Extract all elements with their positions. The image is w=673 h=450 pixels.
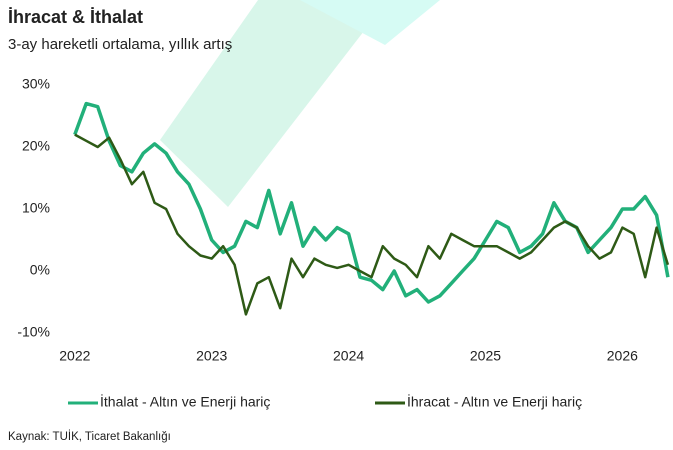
legend-label: İhracat - Altın ve Enerji hariç xyxy=(407,393,582,410)
x-tick-label: 2024 xyxy=(333,348,364,364)
x-tick-label: 2023 xyxy=(196,348,227,364)
y-tick-label: 20% xyxy=(22,138,50,154)
source: Kaynak: TUİK, Ticaret Bakanlığı xyxy=(8,430,171,443)
decor xyxy=(160,0,388,207)
y-tick-label: -10% xyxy=(17,324,50,340)
y-tick-label: 0% xyxy=(30,262,50,278)
x-tick-label: 2025 xyxy=(470,348,501,364)
x-tick-label: 2026 xyxy=(607,348,638,364)
page: İhracat & İthalat 3-ay hareketli ortalam… xyxy=(0,0,673,450)
chart-title: İhracat & İthalat xyxy=(8,7,143,27)
series-line xyxy=(75,104,668,302)
chart-subtitle: 3-ay hareketli ortalama, yıllık artış xyxy=(8,36,232,53)
y-tick-label: 10% xyxy=(22,200,50,216)
legend-label: İthalat - Altın ve Enerji hariç xyxy=(100,393,270,410)
chart: İhracat & İthalat 3-ay hareketli ortalam… xyxy=(0,0,673,450)
x-tick-label: 2022 xyxy=(59,348,90,364)
y-tick-label: 30% xyxy=(22,76,50,92)
series-line xyxy=(75,135,668,315)
